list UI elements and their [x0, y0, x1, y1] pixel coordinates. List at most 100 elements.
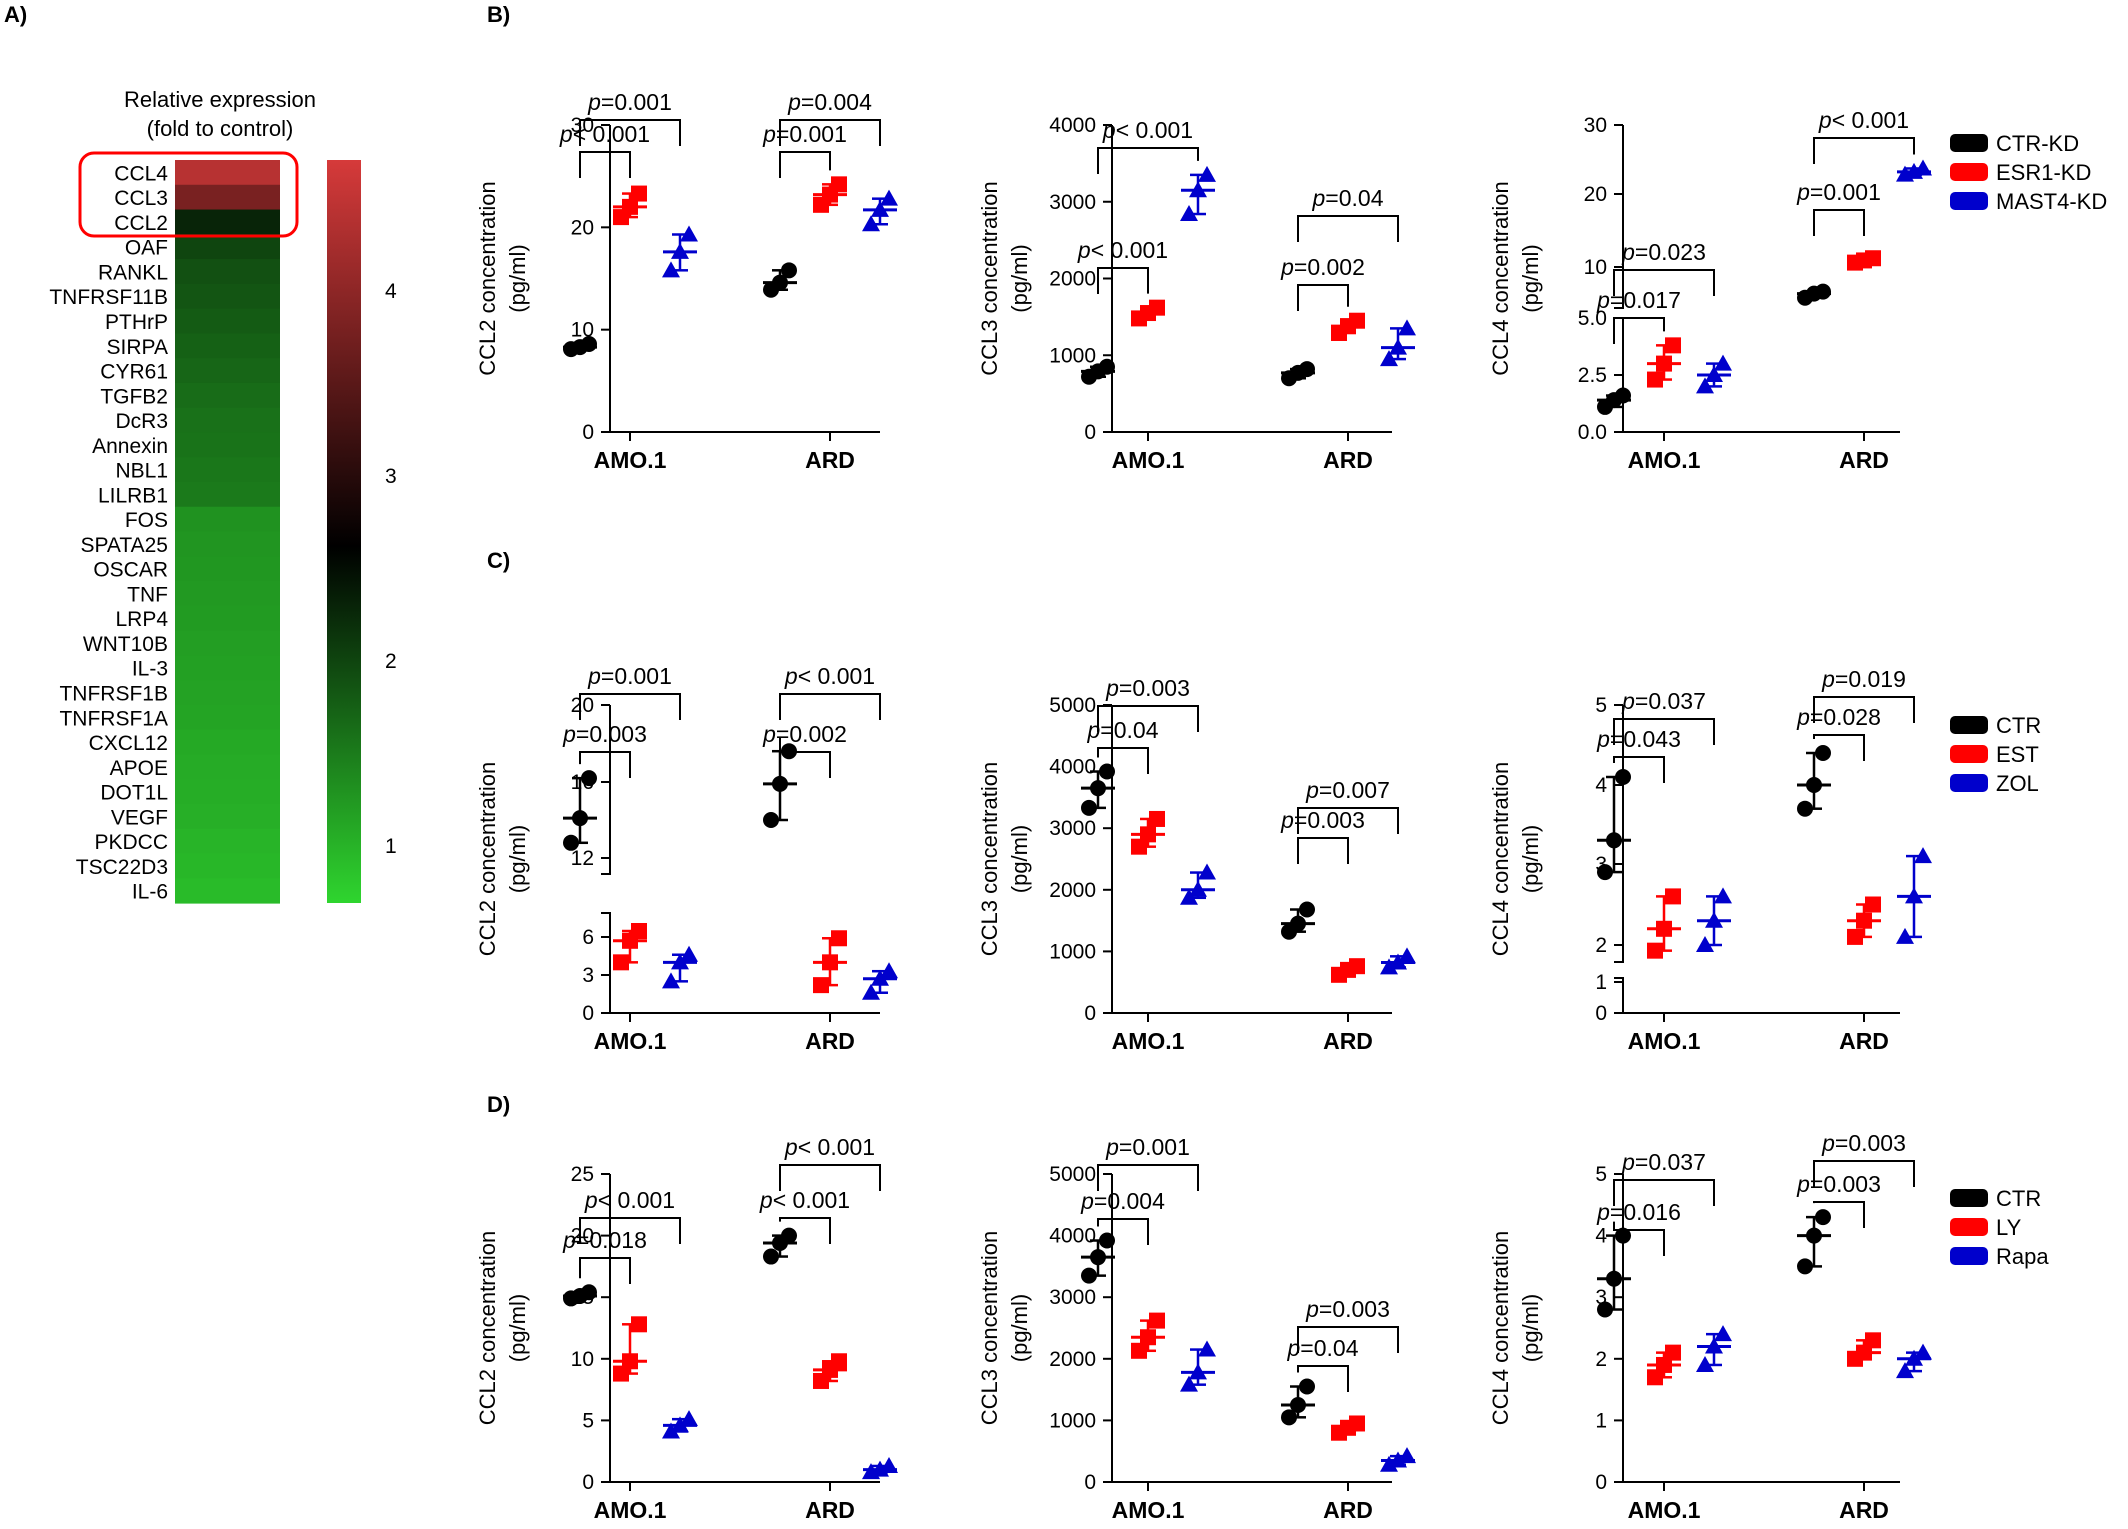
p-value-label: p=0.003: [1105, 675, 1190, 701]
comparison-bracket: [1297, 215, 1399, 242]
p-value-label: p=0.001: [1796, 179, 1881, 205]
x-tick-label: AMO.1: [594, 1497, 667, 1523]
y-tick-label: 20: [571, 216, 594, 239]
data-point-triangle: [1180, 888, 1198, 905]
series-ctr-kd: [1081, 358, 1315, 387]
data-point-square: [622, 1353, 638, 1370]
comparison-bracket: [1097, 1164, 1199, 1191]
p-symbol: p: [1621, 688, 1635, 714]
p-value-label: p=0.001: [587, 663, 672, 689]
data-point-triangle: [1896, 1362, 1914, 1379]
heatmap-cell-tnfrsf1a: [175, 704, 280, 731]
x-tick-label: AMO.1: [1628, 1497, 1701, 1523]
p-value-label: p=0.003: [1305, 1296, 1390, 1322]
p-value-label: p=0.001: [1105, 1134, 1190, 1160]
data-point-square: [1340, 318, 1356, 335]
axis-break-gap: [1615, 309, 1631, 317]
y-tick-label: 0: [582, 1471, 594, 1494]
p-symbol: p: [1077, 237, 1091, 263]
p-value-label: p< 0.001: [1102, 117, 1193, 143]
p-symbol: p: [1305, 777, 1319, 803]
y-axis-unit: (pg/ml): [505, 244, 530, 312]
x-tick-label: ARD: [1323, 1028, 1373, 1054]
y-axis-unit: (pg/ml): [1007, 825, 1032, 893]
p-value-label: p=0.004: [787, 89, 872, 115]
series-est: [613, 923, 847, 994]
data-point-circle: [1806, 1227, 1822, 1244]
p-value-label: p=0.04: [1312, 185, 1384, 211]
gene-label: TSC22D3: [76, 856, 168, 879]
y-axis-label: CCL4 concentration: [1488, 181, 1513, 375]
p-value-text: =0.001: [1810, 179, 1881, 205]
p-symbol: p: [1821, 1130, 1835, 1156]
data-point-triangle: [671, 953, 689, 970]
p-symbol: p: [1821, 666, 1835, 692]
p-value-text: =0.001: [601, 663, 672, 689]
data-point-triangle: [1398, 1447, 1416, 1464]
y-tick-label: 2.5: [1578, 364, 1607, 387]
comparison-bracket: [779, 151, 831, 178]
data-point-square: [1149, 810, 1165, 827]
p-value-label: p< 0.001: [784, 663, 875, 689]
comparison-bracket: [1813, 734, 1865, 761]
gene-label: IL-6: [132, 881, 168, 904]
heatmap-cells: [175, 160, 280, 904]
y-tick-label: 30: [1584, 114, 1607, 137]
comparison-bracket: [1097, 747, 1149, 774]
p-value-text: =0.003: [1119, 675, 1190, 701]
data-point-circle: [1090, 1249, 1106, 1266]
y-tick-label: 4000: [1049, 756, 1096, 779]
p-value-text: =0.018: [576, 1227, 647, 1253]
data-point-square: [1140, 305, 1156, 322]
p-value-text: < 0.001: [1832, 107, 1909, 133]
p-symbol: p: [587, 663, 601, 689]
p-value-text: =0.004: [1094, 1188, 1165, 1214]
p-value-label: p=0.004: [1080, 1188, 1165, 1214]
p-value-text: =0.002: [1294, 254, 1365, 280]
y-tick-label: 12: [571, 847, 594, 870]
comparison-bracket: [1297, 837, 1349, 864]
data-point-square: [1656, 355, 1672, 372]
p-value-label: p=0.04: [1087, 717, 1159, 743]
data-point-triangle: [862, 983, 880, 1000]
data-point-square: [1665, 888, 1681, 905]
series-est: [1131, 810, 1365, 983]
p-value-text: =0.037: [1635, 688, 1706, 714]
series-ly: [1131, 1312, 1365, 1441]
data-point-triangle: [1180, 1375, 1198, 1392]
chart-c1: 036121620CCL2 concentration(pg/ml)AMO.1A…: [475, 663, 898, 1054]
y-tick-label: 20: [571, 1225, 594, 1248]
y-tick-label: 3: [1595, 1286, 1607, 1309]
data-point-triangle: [862, 215, 880, 232]
legend-swatch: [1950, 192, 1988, 210]
series-zol: [1696, 847, 1932, 952]
heatmap-cell-sirpa: [175, 333, 280, 359]
heatmap-cell-wnt10b: [175, 630, 280, 656]
data-point-triangle: [662, 972, 680, 989]
p-symbol: p: [784, 663, 798, 689]
p-value-text: =0.001: [601, 89, 672, 115]
comparison-bracket: [579, 1217, 681, 1244]
heatmap-cell-tnf: [175, 581, 280, 607]
x-tick-label: AMO.1: [1628, 1028, 1701, 1054]
p-value-text: =0.007: [1319, 777, 1390, 803]
y-axis-label: CCL3 concentration: [977, 1231, 1002, 1425]
data-point-square: [1665, 1344, 1681, 1361]
chart-b3: 0.0 2.5 5.0 10 20 30 CCL4 concentration (pg/ml)…: [1488, 107, 1932, 473]
heatmap-cell-lilrb1: [175, 481, 280, 508]
scale-tick-label: 4: [385, 280, 397, 303]
data-point-circle: [772, 274, 788, 291]
heatmap-cell-annexin: [175, 432, 280, 458]
data-point-triangle: [680, 225, 698, 242]
comparison-bracket: [1813, 1201, 1865, 1228]
data-point-circle: [1290, 1397, 1306, 1413]
y-axis-label: CCL4 concentration: [1488, 1231, 1513, 1425]
data-point-square: [1665, 337, 1681, 354]
x-tick-label: AMO.1: [594, 447, 667, 473]
comparison-bracket: [1613, 1221, 1665, 1256]
heatmap-cell-cyr61: [175, 358, 280, 384]
data-point-circle: [572, 810, 588, 827]
